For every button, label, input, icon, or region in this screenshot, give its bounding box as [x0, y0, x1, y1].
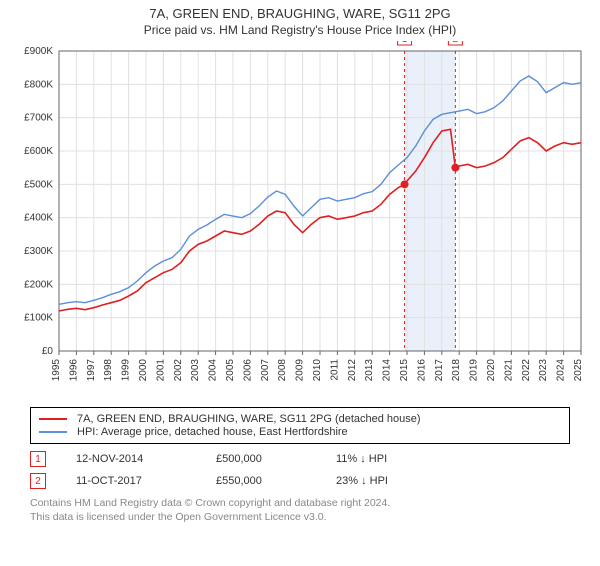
svg-text:2018: 2018 — [451, 359, 462, 382]
chart-svg: £0 £100K £200K £300K £400K £500K £600K £700K £80… — [9, 41, 591, 401]
svg-text:2014: 2014 — [382, 359, 393, 382]
legend-swatch — [39, 431, 67, 433]
svg-text:£200K: £200K — [24, 279, 53, 290]
legend-label: HPI: Average price, detached house, East… — [77, 426, 348, 438]
svg-text:2010: 2010 — [312, 359, 323, 382]
sale-row: 2 11-OCT-2017 £550,000 23% ↓ HPI — [30, 470, 570, 492]
svg-text:2022: 2022 — [521, 359, 532, 382]
legend-label: 7A, GREEN END, BRAUGHING, WARE, SG11 2PG… — [77, 413, 421, 425]
svg-text:2016: 2016 — [416, 359, 427, 382]
sale-date: 11-OCT-2017 — [76, 475, 186, 487]
chart-area: £0 £100K £200K £300K £400K £500K £600K £700K £80… — [9, 41, 591, 401]
svg-text:1999: 1999 — [121, 359, 132, 382]
svg-text:£900K: £900K — [24, 46, 53, 57]
svg-text:2013: 2013 — [364, 359, 375, 382]
attribution-line: This data is licensed under the Open Gov… — [30, 510, 588, 524]
attribution-line: Contains HM Land Registry data © Crown c… — [30, 496, 588, 510]
svg-text:2017: 2017 — [434, 359, 445, 382]
svg-text:2008: 2008 — [277, 359, 288, 382]
svg-text:2025: 2025 — [573, 359, 584, 382]
svg-text:2011: 2011 — [329, 359, 340, 381]
svg-text:2024: 2024 — [556, 359, 567, 382]
svg-text:1998: 1998 — [103, 359, 114, 382]
svg-text:£300K: £300K — [24, 246, 53, 257]
legend-row: HPI: Average price, detached house, East… — [39, 426, 561, 438]
svg-text:2009: 2009 — [295, 359, 306, 382]
svg-text:1995: 1995 — [51, 359, 62, 382]
svg-text:2012: 2012 — [347, 359, 358, 382]
svg-text:2001: 2001 — [155, 359, 166, 382]
svg-text:£500K: £500K — [24, 179, 53, 190]
svg-text:1: 1 — [402, 41, 408, 45]
svg-text:2007: 2007 — [260, 359, 271, 382]
attribution: Contains HM Land Registry data © Crown c… — [30, 496, 588, 524]
svg-text:2003: 2003 — [190, 359, 201, 382]
sales-table: 1 12-NOV-2014 £500,000 11% ↓ HPI 2 11-OCT-201… — [30, 448, 570, 492]
svg-text:£700K: £700K — [24, 113, 53, 124]
svg-text:2002: 2002 — [173, 359, 184, 382]
svg-text:2006: 2006 — [242, 359, 253, 382]
svg-text:2004: 2004 — [208, 359, 219, 382]
svg-text:£600K: £600K — [24, 146, 53, 157]
svg-text:2023: 2023 — [538, 359, 549, 382]
svg-text:2000: 2000 — [138, 359, 149, 382]
sale-delta: 11% ↓ HPI — [336, 453, 387, 465]
legend: 7A, GREEN END, BRAUGHING, WARE, SG11 2PG… — [30, 407, 570, 444]
svg-text:2005: 2005 — [225, 359, 236, 382]
svg-text:2020: 2020 — [486, 359, 497, 382]
svg-text:1996: 1996 — [68, 359, 79, 382]
legend-swatch — [39, 418, 67, 420]
legend-row: 7A, GREEN END, BRAUGHING, WARE, SG11 2PG… — [39, 413, 561, 425]
svg-text:2: 2 — [453, 41, 459, 45]
svg-text:£800K: £800K — [24, 79, 53, 90]
svg-text:£400K: £400K — [24, 213, 53, 224]
chart-title: 7A, GREEN END, BRAUGHING, WARE, SG11 2PG — [0, 6, 600, 21]
svg-text:£0: £0 — [42, 346, 54, 357]
sale-price: £500,000 — [216, 453, 306, 465]
sale-price: £550,000 — [216, 475, 306, 487]
sale-delta: 23% ↓ HPI — [336, 475, 388, 487]
svg-text:£100K: £100K — [24, 313, 53, 324]
sale-row: 1 12-NOV-2014 £500,000 11% ↓ HPI — [30, 448, 570, 470]
chart-subtitle: Price paid vs. HM Land Registry's House … — [0, 23, 600, 37]
svg-text:1997: 1997 — [86, 359, 97, 382]
svg-text:2019: 2019 — [469, 359, 480, 382]
svg-text:2015: 2015 — [399, 359, 410, 382]
sale-date: 12-NOV-2014 — [76, 453, 186, 465]
svg-text:2021: 2021 — [503, 359, 514, 382]
sale-marker: 2 — [30, 473, 46, 489]
sale-marker: 1 — [30, 451, 46, 467]
